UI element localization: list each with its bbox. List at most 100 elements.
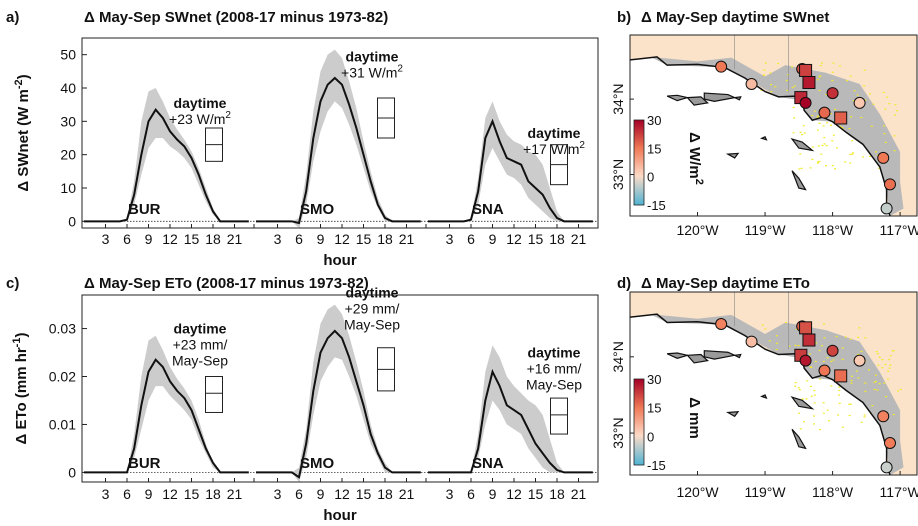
colorbar-tick-label: 30: [647, 113, 661, 128]
vegetation-mark: [770, 91, 773, 93]
vegetation-mark: [829, 113, 832, 115]
vegetation-mark: [874, 151, 877, 153]
station-marker-circle: [880, 461, 893, 474]
daytime-value: +29 mm/: [345, 300, 400, 316]
vegetation-mark: [769, 72, 772, 74]
colorbar-tick-label: 30: [647, 372, 661, 387]
x-tick-label: 3: [446, 486, 454, 502]
y-tick-label: 50: [60, 47, 76, 63]
x-tick-label: 15: [184, 231, 200, 247]
vegetation-mark: [794, 385, 797, 387]
vegetation-mark: [876, 389, 879, 391]
vegetation-mark: [882, 91, 885, 94]
vegetation-mark: [863, 69, 866, 71]
vegetation-mark: [822, 402, 825, 404]
vegetation-mark: [837, 414, 840, 416]
x-tick-label: 6: [295, 486, 303, 502]
y-tick-label: 10: [60, 180, 76, 196]
series-line: [84, 107, 249, 223]
vegetation-mark: [877, 364, 880, 366]
series-line: [256, 76, 421, 225]
x-tick-label: 3: [274, 231, 282, 247]
vegetation-mark: [818, 76, 821, 78]
series-line: [256, 329, 421, 479]
panel-tag: c): [6, 275, 19, 292]
x-tick-label: 21: [399, 486, 415, 502]
vegetation-mark: [776, 342, 779, 344]
x-tick-label: 3: [446, 231, 454, 247]
vegetation-mark: [884, 141, 887, 144]
vegetation-mark: [785, 79, 788, 82]
colorbar-tick-label: 0: [647, 429, 654, 444]
vegetation-mark: [884, 363, 887, 366]
vegetation-mark: [886, 96, 889, 98]
vegetation-mark: [798, 412, 801, 414]
x-tick-label: 21: [571, 231, 587, 247]
map-body: [630, 292, 917, 475]
vegetation-mark: [838, 394, 841, 396]
island: [732, 96, 742, 101]
y-tick-label: 0.02: [49, 369, 76, 385]
station-marker-circle: [880, 202, 893, 215]
vegetation-mark: [876, 353, 879, 355]
colorbar-label: Δ W/m2: [686, 132, 705, 185]
island: [791, 170, 807, 191]
vegetation-mark: [889, 355, 892, 357]
vegetation-mark: [770, 84, 773, 86]
vegetation-mark: [855, 370, 858, 372]
lat-tick-label: 33°N: [610, 159, 626, 190]
urban-area: [650, 314, 904, 475]
station-marker-square: [834, 111, 848, 125]
station-marker-square: [802, 333, 816, 347]
chart-title: Δ May-Sep ETo (2008-17 minus 1973-82): [84, 275, 369, 292]
vegetation-mark: [861, 156, 864, 158]
vegetation-mark: [775, 348, 778, 351]
axes-frame: [81, 294, 599, 483]
vegetation-mark: [819, 378, 822, 380]
daytime-value: +31 W/m2: [341, 63, 403, 80]
vegetation-mark: [792, 106, 795, 108]
vegetation-mark: [841, 347, 844, 349]
vegetation-mark: [814, 360, 817, 363]
vegetation-mark: [761, 324, 764, 326]
vegetation-mark: [864, 99, 867, 101]
vegetation-mark: [791, 66, 794, 68]
vegetation-mark: [818, 349, 821, 352]
x-tick-label: 12: [162, 231, 178, 247]
x-tick-label: 18: [377, 231, 393, 247]
island: [732, 353, 742, 359]
x-tick-label: 21: [571, 486, 587, 502]
vegetation-mark: [801, 134, 804, 136]
station-marker-circle: [877, 151, 890, 164]
vegetation-mark: [825, 93, 828, 96]
vegetation-mark: [819, 75, 822, 77]
vegetation-mark: [811, 114, 814, 117]
vegetation-mark: [830, 124, 833, 126]
vegetation-mark: [818, 89, 821, 92]
vegetation-mark: [795, 328, 798, 330]
vegetation-mark: [794, 382, 797, 384]
panel-a: a) Δ May-Sep SWnet (2008-17 minus 1973-82…: [6, 9, 599, 269]
x-tick-label: 6: [467, 486, 475, 502]
x-tick-label: 21: [227, 486, 243, 502]
station-label: SNA: [472, 455, 504, 472]
vegetation-mark: [871, 405, 874, 407]
axes-frame: [81, 37, 599, 229]
vegetation-mark: [797, 344, 800, 347]
x-tick-label: 3: [274, 486, 282, 502]
vegetation-mark: [844, 161, 847, 163]
vegetation-mark: [832, 134, 835, 136]
vegetation-mark: [864, 390, 867, 392]
vegetation-mark: [825, 145, 828, 147]
vegetation-mark: [892, 413, 895, 416]
vegetation-mark: [841, 426, 844, 428]
vegetation-mark: [822, 412, 825, 414]
vegetation-mark: [860, 421, 863, 423]
vegetation-mark: [864, 337, 867, 339]
daytime-label: daytime: [528, 125, 581, 141]
vegetation-mark: [793, 117, 796, 119]
y-tick-label: 40: [60, 80, 76, 96]
vegetation-mark: [813, 415, 816, 417]
colorbar-label: Δ mm: [686, 397, 703, 439]
